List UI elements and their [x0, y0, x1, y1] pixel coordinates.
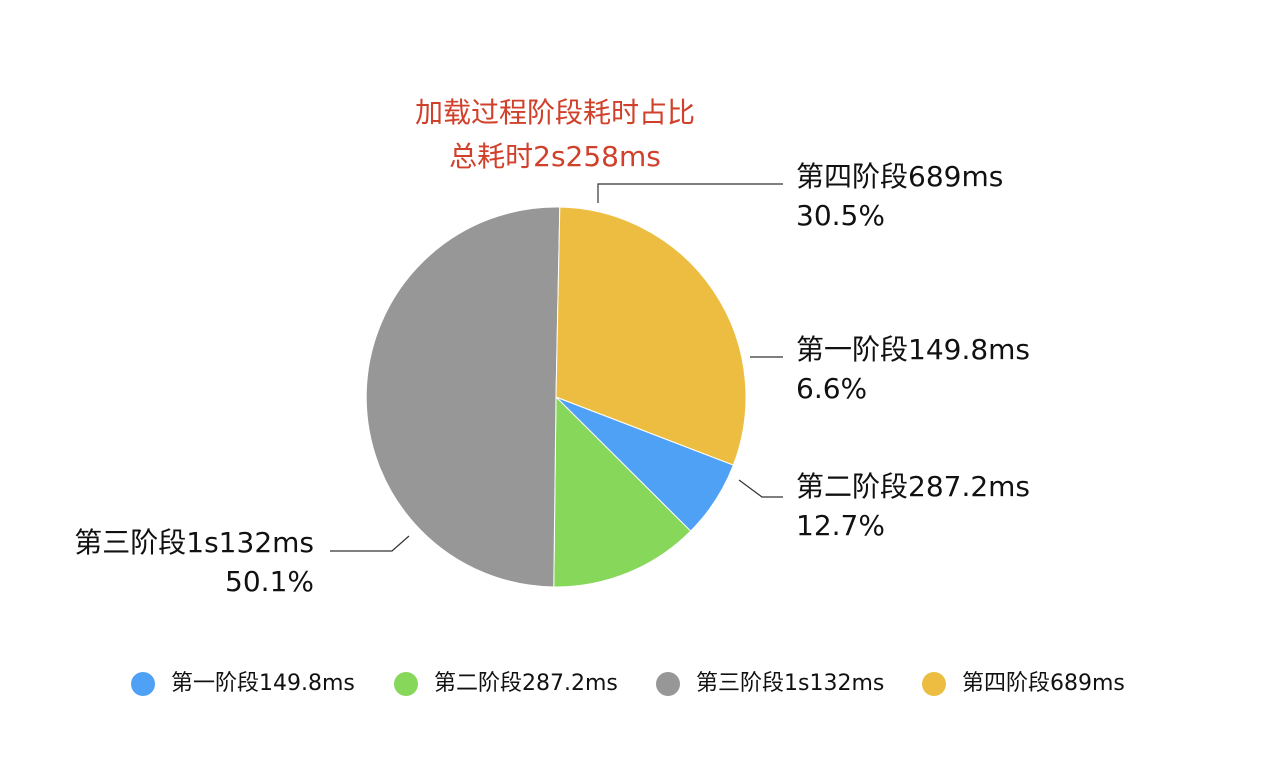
leader-line-stage-3	[330, 535, 410, 552]
slice-label-stage-2: 第二阶段287.2ms	[796, 470, 1030, 503]
chart-subtitle: 总耗时2s258ms	[449, 140, 661, 173]
slice-label-stage-4: 第四阶段689ms	[796, 160, 1003, 193]
slice-percent-stage-2: 12.7%	[796, 509, 885, 542]
pie-slice-stage-4	[555, 206, 747, 466]
legend-marker-stage-1	[131, 672, 155, 696]
legend-marker-stage-4	[922, 672, 946, 696]
leader-line-stage-2	[738, 479, 783, 498]
slice-label-stage-1: 第一阶段149.8ms	[796, 333, 1030, 366]
pie-slice-stage-3	[365, 206, 561, 588]
slice-label-stage-3: 第三阶段1s132ms	[74, 526, 314, 559]
legend-marker-stage-3	[656, 672, 680, 696]
legend-label-stage-4: 第四阶段689ms	[962, 671, 1125, 696]
slice-percent-stage-4: 30.5%	[796, 199, 885, 232]
legend-marker-stage-2	[394, 672, 418, 696]
leader-line-stage-4	[597, 183, 783, 203]
slice-percent-stage-3: 50.1%	[225, 565, 314, 598]
chart-title: 加载过程阶段耗时占比	[415, 96, 695, 129]
legend-label-stage-2: 第二阶段287.2ms	[434, 671, 618, 696]
chart-legend: 第一阶段149.8ms 第二阶段287.2ms 第三阶段1s132ms 第四阶段689…	[131, 671, 1125, 696]
legend-label-stage-1: 第一阶段149.8ms	[171, 671, 355, 696]
pie-slices	[365, 206, 747, 588]
slice-labels: 第一阶段149.8ms 6.6% 第二阶段287.2ms 12.7% 第三阶段1s132…	[74, 160, 1030, 598]
slice-percent-stage-1: 6.6%	[796, 372, 867, 405]
pie-slice-stage-2	[553, 395, 692, 588]
legend-label-stage-3: 第三阶段1s132ms	[696, 671, 884, 696]
